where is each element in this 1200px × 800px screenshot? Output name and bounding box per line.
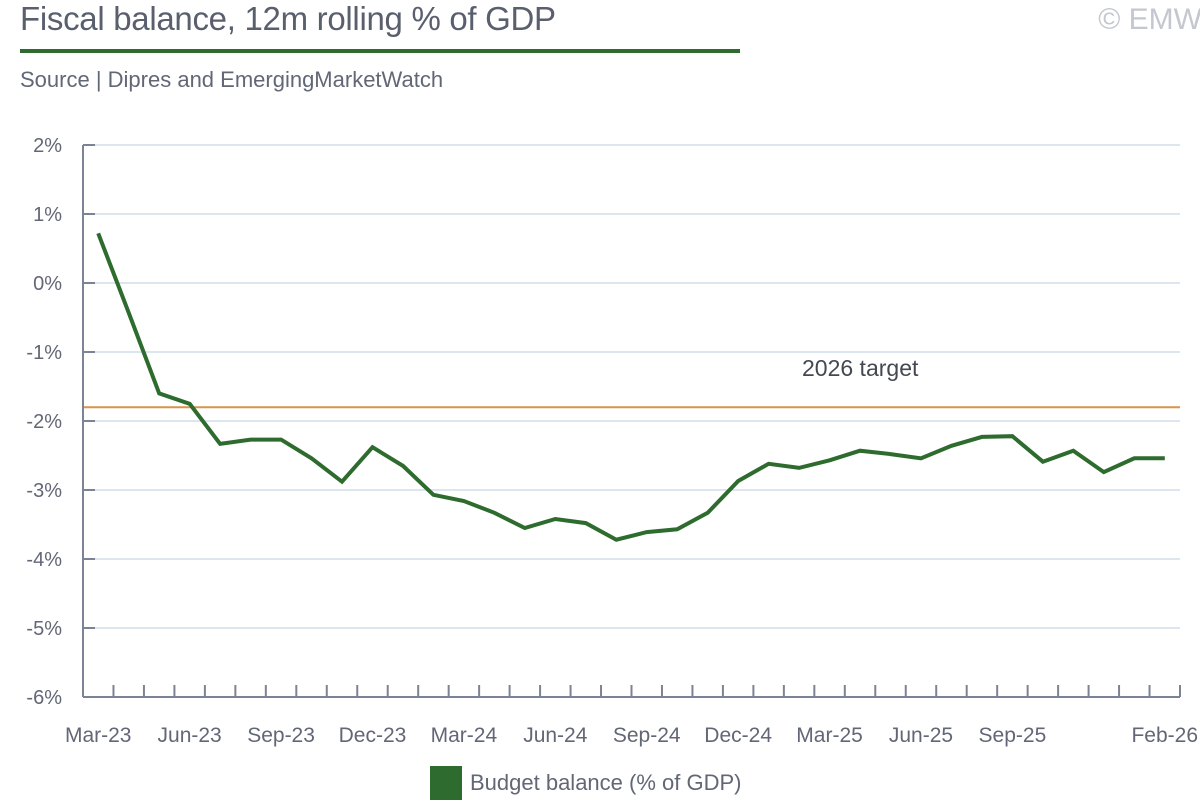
x-tick-label: Jun-23: [158, 724, 222, 747]
y-tick-label: 0%: [33, 273, 62, 295]
series-line-budget-balance: [96, 232, 1165, 542]
y-tick-label: -1%: [26, 342, 62, 364]
legend: Budget balance (% of GDP): [430, 766, 741, 800]
x-tick-label: Mar-24: [431, 724, 498, 747]
gridlines: [95, 144, 1180, 629]
x-tick-label: Jun-25: [889, 724, 953, 747]
x-tick-label: Mar-23: [65, 724, 132, 747]
y-tick-label: -3%: [26, 480, 62, 502]
y-tick-label: -5%: [26, 618, 62, 640]
series-lines: [96, 232, 1165, 542]
reference-lines: 2026 target: [84, 355, 1180, 409]
title-underline: [20, 49, 740, 53]
chart-title: Fiscal balance, 12m rolling % of GDP: [20, 0, 556, 37]
x-tick-label: Sep-24: [613, 724, 681, 747]
y-tick-label: -2%: [26, 411, 62, 433]
legend-swatch-budget-balance: [430, 766, 462, 800]
x-tick-label: Jun-24: [523, 724, 588, 747]
y-tick-label: -4%: [26, 549, 62, 571]
x-tick-label: Sep-23: [247, 724, 315, 747]
x-tick-label: Mar-25: [796, 724, 863, 747]
y-tick-label: 2%: [33, 135, 62, 157]
y-axis: 2% 1% 0% -1% -2% -3% -4% -5% -6%: [26, 135, 95, 709]
copyright-watermark: © EMW: [1098, 3, 1200, 36]
y-tick-label: 1%: [33, 204, 62, 226]
legend-label: Budget balance (% of GDP): [470, 770, 742, 795]
x-tick-label: Feb-26: [1131, 724, 1198, 747]
x-tick-label: Dec-23: [339, 724, 407, 747]
x-tick-label: Sep-25: [979, 724, 1047, 747]
x-tick-label: Dec-24: [704, 724, 772, 747]
x-axis: Mar-23 Jun-23 Sep-23 Dec-23 Mar-24 Jun-24 Sep-…: [65, 685, 1198, 747]
target-annotation: 2026 target: [802, 355, 919, 381]
y-tick-label: -6%: [26, 687, 62, 709]
chart-source: Source | Dipres and EmergingMarketWatch: [20, 67, 444, 92]
